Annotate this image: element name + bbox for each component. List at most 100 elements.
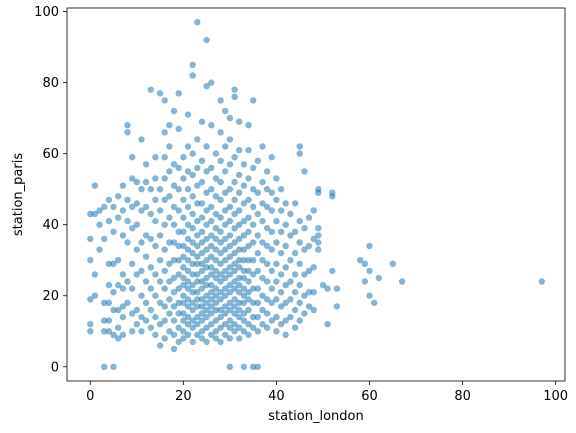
data-point: [119, 285, 127, 292]
data-point: [180, 154, 187, 161]
data-point: [222, 168, 229, 175]
data-point: [166, 260, 173, 267]
data-point: [189, 61, 196, 68]
data-point: [138, 186, 145, 193]
data-point: [291, 200, 299, 207]
data-point: [110, 260, 117, 267]
data-point: [240, 217, 248, 225]
data-point: [170, 182, 178, 189]
data-point: [226, 161, 234, 168]
data-point: [175, 186, 182, 193]
data-point: [198, 335, 206, 342]
data-point: [254, 249, 261, 257]
data-point: [189, 260, 196, 267]
data-point: [212, 306, 220, 314]
data-point: [231, 178, 238, 186]
data-point: [222, 303, 229, 310]
data-point: [212, 210, 220, 218]
data-point: [203, 207, 210, 214]
data-point: [142, 253, 150, 260]
data-point: [366, 242, 373, 250]
data-point: [203, 292, 210, 299]
data-point: [222, 267, 229, 275]
data-point: [259, 239, 266, 246]
data-point: [203, 324, 210, 331]
data-point: [110, 228, 117, 235]
data-point: [194, 217, 201, 225]
data-point: [254, 267, 261, 275]
data-point: [250, 313, 257, 321]
data-point: [212, 246, 220, 253]
data-point: [263, 203, 271, 211]
data-point: [259, 217, 266, 225]
data-point: [212, 267, 220, 275]
data-point: [129, 328, 136, 335]
data-point: [184, 143, 192, 150]
data-point: [366, 292, 373, 299]
data-points: [87, 19, 545, 370]
data-point: [194, 303, 201, 310]
data-point: [305, 289, 313, 296]
data-point: [226, 324, 234, 331]
data-point: [250, 324, 257, 331]
data-point: [217, 178, 224, 186]
data-point: [315, 246, 322, 253]
data-point: [315, 239, 322, 246]
data-point: [296, 150, 303, 157]
data-point: [133, 200, 140, 207]
data-point: [273, 239, 280, 246]
data-point: [180, 242, 187, 250]
data-point: [231, 210, 238, 218]
data-point: [124, 122, 131, 129]
data-point: [115, 281, 122, 289]
data-point: [254, 210, 261, 218]
data-point: [180, 228, 187, 235]
data-point: [240, 285, 248, 292]
data-point: [133, 246, 140, 253]
data-point: [198, 296, 206, 303]
data-point: [189, 72, 196, 79]
data-point: [170, 274, 178, 282]
data-point: [198, 317, 206, 324]
data-point: [147, 324, 154, 331]
data-point: [138, 292, 145, 299]
data-point: [301, 310, 308, 317]
data-point: [119, 331, 127, 338]
data-point: [231, 328, 238, 335]
data-point: [101, 299, 108, 306]
data-point: [198, 285, 206, 292]
data-point: [236, 246, 243, 253]
data-point: [129, 154, 136, 161]
data-point: [198, 157, 206, 164]
data-point: [142, 299, 150, 306]
data-point: [254, 232, 261, 239]
data-point: [254, 157, 261, 164]
data-point: [245, 214, 252, 221]
data-point: [273, 217, 280, 225]
data-point: [259, 200, 266, 207]
data-point: [203, 306, 210, 314]
data-point: [203, 235, 210, 243]
data-point: [175, 310, 182, 317]
data-point: [124, 239, 131, 246]
data-point: [147, 285, 154, 292]
data-point: [231, 321, 238, 328]
data-point: [259, 321, 266, 328]
data-point: [231, 225, 238, 232]
data-point: [217, 324, 224, 331]
data-point: [170, 303, 178, 310]
data-point: [156, 90, 164, 97]
data-point: [105, 299, 113, 306]
data-point: [115, 214, 122, 221]
data-point: [245, 306, 252, 314]
data-point: [231, 278, 238, 285]
data-point: [166, 193, 173, 200]
data-point: [166, 122, 173, 129]
data-point: [226, 264, 234, 271]
data-point: [175, 228, 182, 235]
data-point: [268, 317, 275, 324]
data-point: [315, 186, 322, 193]
data-point: [129, 203, 136, 211]
data-point: [296, 239, 303, 246]
data-point: [226, 186, 234, 193]
